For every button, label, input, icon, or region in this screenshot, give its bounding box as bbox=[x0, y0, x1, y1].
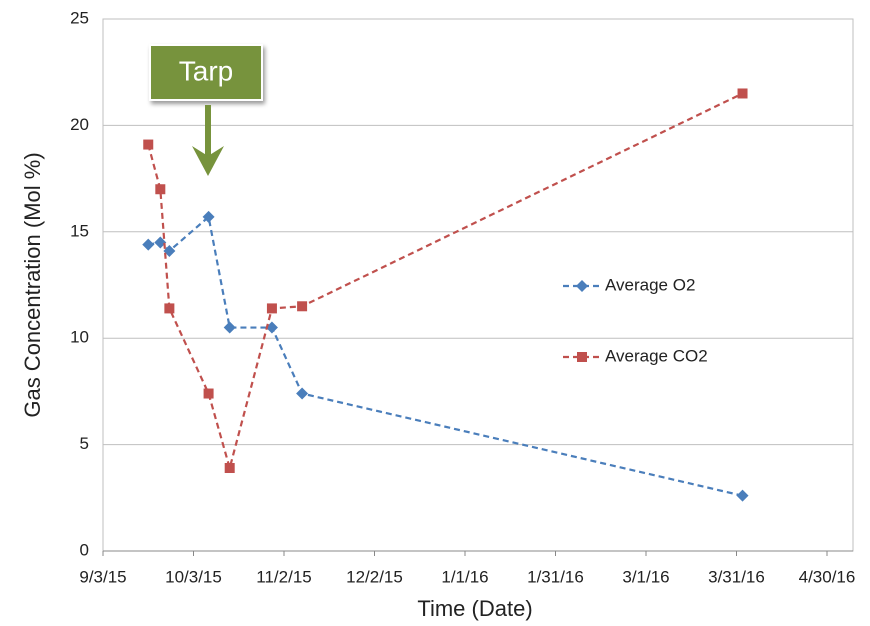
annotation-arrow-head bbox=[192, 146, 224, 176]
x-tick-label: 9/3/15 bbox=[79, 567, 126, 586]
y-tick-label: 15 bbox=[70, 221, 89, 240]
x-tick-label: 3/1/16 bbox=[622, 567, 669, 586]
marker bbox=[266, 303, 277, 314]
legend-label: Average O2 bbox=[605, 275, 695, 294]
marker bbox=[143, 139, 154, 150]
marker bbox=[297, 301, 308, 312]
marker bbox=[163, 244, 176, 257]
marker bbox=[155, 184, 166, 195]
x-tick-label: 12/2/15 bbox=[346, 567, 403, 586]
y-tick-label: 5 bbox=[80, 434, 89, 453]
marker bbox=[164, 303, 175, 314]
marker bbox=[265, 321, 278, 334]
marker bbox=[737, 88, 748, 99]
x-tick-label: 11/2/15 bbox=[256, 567, 311, 586]
y-axis-title: Gas Concentration (Mol %) bbox=[20, 152, 45, 417]
y-tick-label: 0 bbox=[80, 540, 89, 559]
marker bbox=[142, 238, 155, 251]
marker bbox=[203, 388, 214, 399]
y-tick-label: 20 bbox=[70, 115, 89, 134]
x-tick-label: 3/31/16 bbox=[708, 567, 765, 586]
x-tick-label: 10/3/15 bbox=[165, 567, 222, 586]
x-tick-label: 1/1/16 bbox=[441, 567, 488, 586]
y-tick-label: 25 bbox=[70, 8, 89, 27]
marker bbox=[223, 321, 236, 334]
annotation-box bbox=[149, 44, 263, 101]
x-axis-title: Time (Date) bbox=[417, 596, 532, 621]
marker bbox=[577, 352, 587, 362]
marker bbox=[154, 236, 167, 249]
annotation-text: Tarp bbox=[179, 55, 233, 86]
marker bbox=[576, 280, 588, 292]
x-tick-label: 1/31/16 bbox=[527, 567, 584, 586]
x-tick-label: 4/30/16 bbox=[799, 567, 856, 586]
legend-label: Average CO2 bbox=[605, 346, 708, 365]
marker bbox=[202, 210, 215, 223]
y-tick-label: 10 bbox=[70, 328, 89, 347]
marker bbox=[296, 387, 309, 400]
marker bbox=[224, 463, 235, 474]
marker bbox=[736, 489, 749, 502]
